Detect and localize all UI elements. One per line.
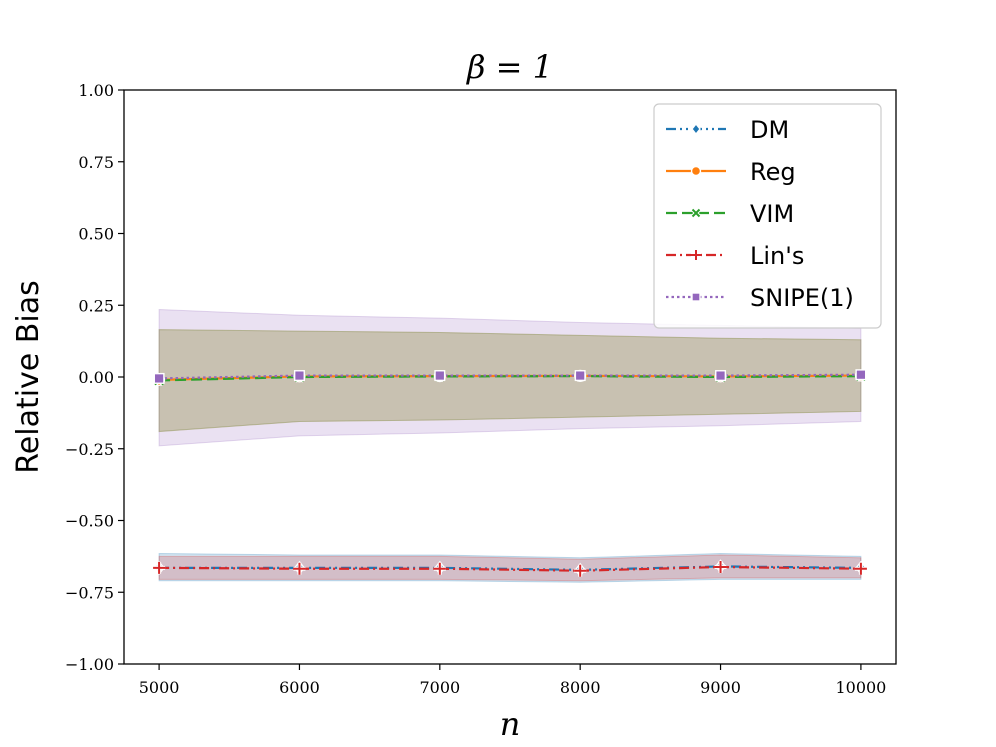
axes: −1.00 −0.75 −0.50 −0.25 0.00 0.25 0.50 0.75 1.00… [65,81,897,697]
data-point-4-4 [715,370,727,382]
x-tick-label-5: 10000 [835,678,886,697]
confidence-band-3 [158,554,862,582]
data-point-3-2 [433,562,446,575]
data-point-3-0 [153,561,166,574]
data-point-4-5 [855,369,867,381]
x-tick-label-2: 7000 [419,678,460,697]
y-tick-label-6: 0.50 [78,225,114,244]
data-point-3-1 [293,562,306,575]
legend-label-0: DM [750,116,789,144]
series-line-2 [159,375,861,382]
confidence-band-2 [158,329,862,433]
y-tick-label-3: −0.25 [65,440,114,459]
x-axis-label: n [500,705,521,743]
data-point-3-4-stroke [714,560,727,573]
data-point-4-2 [434,370,446,382]
legend-marker-4 [691,292,701,302]
y-tick-label-1: −0.75 [65,583,114,602]
data-point-4-3 [574,370,586,382]
legend-label-4: SNIPE(1) [750,284,854,312]
legend-marker-2 [691,208,701,218]
data-point-4-0 [153,372,165,384]
legend: DM Reg VIM Lin's SNIPE(1) [653,103,882,329]
data-point-3-5 [854,562,867,575]
y-tick-label-5: 0.25 [78,296,114,315]
y-tick-label-0: −1.00 [65,655,114,674]
chart-title: β = 1 [466,48,553,86]
y-tick-label-7: 0.75 [78,153,114,172]
legend-marker-3 [691,250,701,260]
y-axis-label: Relative Bias [11,280,46,473]
legend-box [653,103,882,329]
x-tick-label-4: 9000 [700,678,741,697]
series-line-3 [159,565,861,572]
confidence-band-1 [158,329,862,433]
data-point-3-4 [714,560,727,573]
y-tick-label-4: 0.00 [78,368,114,387]
data-point-4-1 [293,370,305,382]
confidence-band-4 [158,309,862,447]
legend-label-3: Lin's [750,242,804,270]
x-tick-label-0: 5000 [139,678,180,697]
legend-marker-2-stroke [691,208,701,218]
legend-marker-3-stroke [691,250,701,260]
legend-label-2: VIM [750,200,794,228]
series-line-4 [159,373,861,380]
legend-marker-1 [690,165,702,177]
confidence-band-0 [158,552,862,583]
x-tick-label-1: 6000 [279,678,320,697]
x-tick-label-3: 8000 [560,678,601,697]
y-tick-label-2: −0.50 [65,512,114,531]
data-point-3-5-stroke [854,562,867,575]
data-point-3-3-stroke [574,564,587,577]
legend-label-1: Reg [750,158,796,186]
plot-area [152,309,868,583]
y-tick-label-8: 1.00 [78,81,114,100]
data-point-3-2-stroke [433,562,446,575]
legend-marker-0 [691,122,701,136]
data-point-3-1-stroke [293,562,306,575]
data-point-3-3 [574,564,587,577]
data-point-3-0-stroke [153,561,166,574]
